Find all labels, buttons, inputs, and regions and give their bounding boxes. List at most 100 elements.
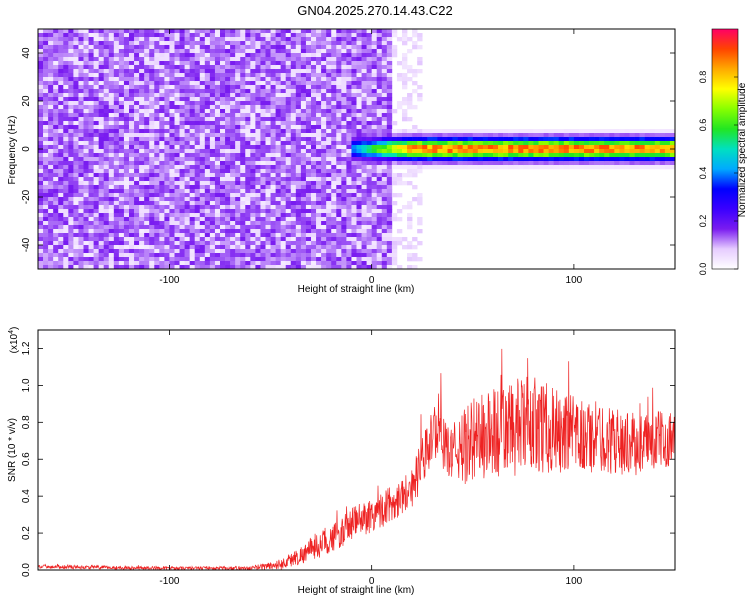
spectrogram-cell — [169, 85, 175, 90]
spectrogram-cell — [48, 73, 54, 78]
spectrogram-cell — [366, 265, 372, 270]
spectrogram-cell — [164, 125, 170, 130]
spectrogram-cell — [189, 217, 196, 222]
spectrogram-cell — [144, 229, 150, 234]
spectrogram-cell — [169, 225, 175, 230]
spectrogram-cell — [139, 85, 145, 90]
spectrogram-cell — [220, 217, 226, 222]
spectrogram-cell — [336, 165, 342, 170]
spectrogram-cell — [351, 193, 357, 198]
spectrogram-cell — [184, 73, 190, 78]
spectrogram-cell — [144, 225, 150, 230]
spectrogram-cell — [63, 125, 69, 130]
spectrogram-cell — [260, 33, 266, 38]
spectrogram-cell — [174, 157, 180, 162]
spectrogram-cell — [43, 73, 49, 78]
spectrogram-cell — [43, 137, 49, 142]
spectrogram-cell — [295, 53, 302, 58]
spectrogram-cell — [240, 193, 246, 198]
spectrogram-cell — [498, 149, 504, 154]
spectrogram-cell — [326, 133, 332, 138]
spectrogram-cell — [144, 97, 150, 102]
spectrogram-cell — [270, 245, 276, 250]
spectrogram-cell — [285, 209, 292, 214]
spectrogram-cell — [149, 65, 155, 70]
spectrogram-cell — [73, 61, 79, 66]
spectrogram-cell — [123, 213, 130, 218]
spectrogram-cell — [457, 129, 463, 134]
spectrogram-cell — [149, 101, 155, 106]
spectrogram-cell — [321, 141, 327, 146]
y-tick-label: 0.0 — [21, 563, 32, 577]
spectrogram-cell — [498, 165, 504, 170]
spectrogram-cell — [245, 193, 251, 198]
spectrogram-cell — [376, 225, 383, 230]
spectrogram-cell — [422, 129, 428, 134]
spectrogram-cell — [270, 33, 276, 38]
spectrogram-cell — [113, 217, 120, 222]
spectrogram-cell — [134, 125, 140, 130]
spectrogram-cell — [149, 157, 155, 162]
spectrogram-cell — [346, 33, 352, 38]
spectrogram-cell — [255, 109, 261, 114]
spectrogram-cell — [98, 197, 105, 202]
spectrogram-cell — [123, 109, 130, 114]
spectrogram-cell — [356, 161, 362, 166]
spectrogram-cell — [189, 33, 196, 38]
spectrogram-cell — [184, 209, 190, 214]
spectrogram-cell — [113, 245, 120, 250]
spectrogram-cell — [477, 133, 484, 138]
spectrogram-cell — [63, 53, 69, 58]
y-tick-label: 1.2 — [21, 341, 32, 355]
spectrogram-cell — [48, 105, 54, 110]
spectrogram-cell — [321, 189, 327, 194]
spectrogram-cell — [88, 57, 94, 62]
spectrogram-cell — [103, 173, 110, 178]
spectrogram-cell — [351, 117, 357, 122]
spectrogram-cell — [129, 209, 135, 214]
spectrogram-cell — [371, 181, 378, 186]
spectrogram-cell — [265, 81, 271, 86]
spectrogram-cell — [351, 81, 357, 86]
spectrogram-cell — [169, 213, 175, 218]
spectrogram-cell — [331, 133, 337, 138]
spectrogram-cell — [98, 129, 105, 134]
spectrogram-cell — [305, 237, 312, 242]
spectrogram-cell — [235, 241, 241, 246]
spectrogram-cell — [144, 109, 150, 114]
spectrogram-cell — [199, 209, 206, 214]
spectrogram-cell — [300, 249, 307, 254]
spectrogram-cell — [326, 121, 332, 126]
spectrogram-cell — [230, 153, 236, 158]
spectrogram-cell — [113, 209, 120, 214]
spectrogram-cell — [174, 125, 180, 130]
spectrogram-cell — [250, 185, 256, 190]
spectrogram-cell — [427, 141, 433, 146]
spectrogram-cell — [381, 241, 388, 246]
spectrogram-cell — [134, 261, 140, 266]
spectrogram-cell — [209, 101, 216, 106]
spectrogram-cell — [366, 41, 372, 46]
spectrogram-cell — [225, 109, 231, 114]
spectrogram-cell — [225, 225, 231, 230]
spectrogram-cell — [204, 121, 211, 126]
spectrogram-cell — [371, 221, 378, 226]
spectrogram-cell — [235, 209, 241, 214]
spectrogram-cell — [457, 141, 463, 146]
spectrogram-cell — [270, 197, 276, 202]
spectrogram-cell — [381, 81, 388, 86]
spectrogram-cell — [68, 213, 74, 218]
spectrogram-cell — [38, 245, 44, 250]
spectrogram-cell — [118, 141, 125, 146]
spectrogram-cell — [144, 65, 150, 70]
spectrogram-cell — [214, 33, 221, 38]
spectrogram-cell — [184, 77, 190, 82]
spectrogram-cell — [331, 209, 337, 214]
spectrogram-cell — [113, 157, 120, 162]
spectrogram-cell — [235, 205, 241, 210]
spectrogram-cell — [265, 41, 271, 46]
spectrogram-cell — [189, 113, 196, 118]
spectrogram-cell — [214, 181, 221, 186]
spectrogram-cell — [366, 157, 372, 162]
spectrogram-cell — [98, 73, 105, 78]
